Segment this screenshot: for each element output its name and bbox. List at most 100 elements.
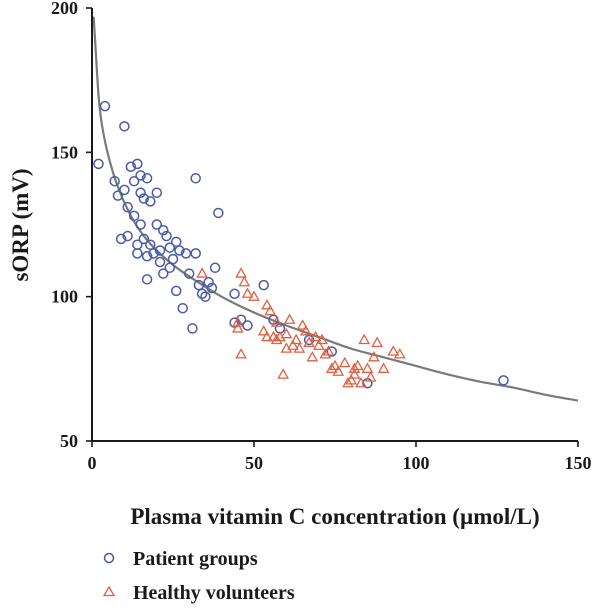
patient-data-point [209, 262, 221, 274]
patient-data-point [177, 302, 188, 314]
patient-data-point [128, 175, 140, 187]
patient-data-point [109, 175, 120, 187]
healthy-data-point [387, 345, 400, 356]
patient-data-point [115, 233, 127, 245]
healthy-data-point [338, 356, 351, 368]
patient-data-point [242, 320, 253, 331]
data-points-layer [93, 100, 509, 389]
healthy-data-point [325, 362, 338, 373]
legend-healthy-marker [102, 585, 116, 597]
legend-healthy-label: Healthy volunteers [133, 582, 295, 604]
healthy-data-point [332, 365, 345, 376]
patient-data-point [138, 193, 150, 204]
patient-data-point [170, 236, 182, 248]
y-tick-label: 100 [51, 287, 78, 307]
healthy-data-point [283, 313, 296, 324]
healthy-data-point [270, 333, 283, 345]
patient-data-point [183, 268, 195, 279]
healthy-data-point [319, 348, 332, 359]
patient-data-point [141, 173, 153, 184]
patient-data-point [158, 225, 169, 236]
patient-data-point [167, 253, 179, 265]
healthy-data-point [355, 376, 367, 388]
healthy-data-point [238, 275, 251, 287]
patient-data-point [158, 268, 169, 279]
patient-data-point [213, 207, 224, 219]
patient-data-point [141, 251, 153, 262]
healthy-data-point [270, 316, 283, 327]
patient-data-point [119, 121, 130, 132]
healthy-data-point [393, 348, 406, 359]
healthy-data-point [322, 345, 335, 356]
legend-patient-label: Patient groups [133, 548, 258, 570]
healthy-data-point [264, 304, 277, 316]
healthy-data-point [248, 290, 260, 301]
healthy-data-point [345, 374, 358, 385]
healthy-data-point [231, 316, 244, 327]
patient-data-point [112, 190, 124, 201]
healthy-data-point [296, 319, 309, 330]
healthy-data-point [348, 362, 361, 373]
healthy-data-point [299, 324, 312, 336]
patient-data-point [196, 288, 208, 300]
healthy-data-point [280, 327, 293, 339]
patient-data-point [154, 245, 166, 256]
healthy-data-point [348, 368, 361, 379]
patient-data-point [122, 201, 133, 213]
healthy-data-point [361, 362, 374, 373]
healthy-data-point [290, 333, 302, 345]
patient-data-point [145, 196, 156, 207]
healthy-data-point [358, 333, 371, 345]
healthy-data-point [261, 298, 273, 310]
ticks-layer: 0 50 100 150 50 100 150 200 [51, 0, 592, 473]
patient-data-point [170, 285, 182, 297]
healthy-data-point [306, 350, 319, 362]
patient-data-point [151, 187, 163, 198]
patient-data-point [141, 274, 153, 285]
healthy-data-point [287, 339, 299, 350]
patient-data-point [190, 173, 201, 184]
patient-data-point [258, 279, 269, 291]
legend: Patient groups Healthy volunteers [102, 548, 295, 604]
healthy-data-point [312, 339, 325, 350]
healthy-data-point [280, 342, 293, 353]
healthy-data-point [329, 359, 341, 371]
healthy-data-point [371, 336, 383, 348]
fit-curve [92, 16, 579, 402]
y-tick-label: 150 [51, 142, 78, 162]
y-tick-label: 50 [60, 431, 78, 451]
healthy-data-point [257, 324, 270, 336]
patient-data-point [326, 346, 338, 357]
axes-layer [91, 8, 578, 442]
patient-data-point [128, 210, 140, 222]
patient-data-point [99, 100, 111, 112]
healthy-data-point [309, 330, 322, 342]
x-tick-label: 0 [88, 453, 97, 473]
healthy-data-point [235, 267, 247, 278]
patient-data-point [148, 248, 159, 259]
fit-curve-layer [92, 16, 579, 402]
patient-data-point [187, 323, 198, 334]
patient-data-point [498, 375, 509, 386]
x-axis-title: Plasma vitamin C concentration (µmol/L) [130, 504, 539, 529]
patient-data-point [154, 256, 166, 268]
patient-data-point [132, 158, 143, 170]
healthy-data-point [303, 336, 315, 348]
healthy-data-point [231, 322, 244, 333]
patient-data-point [200, 291, 211, 302]
patient-data-point [161, 230, 172, 242]
patient-data-point [164, 242, 176, 253]
healthy-data-point [377, 362, 390, 373]
legend-patient-marker [103, 552, 115, 564]
healthy-data-point [293, 342, 306, 353]
healthy-data-point [368, 350, 380, 362]
healthy-data-point [364, 371, 377, 382]
healthy-data-point [261, 330, 273, 342]
healthy-data-point [342, 376, 354, 388]
patient-data-point [119, 184, 130, 196]
patient-data-point [125, 161, 137, 173]
x-tick-label: 100 [403, 453, 430, 473]
patient-data-point [151, 219, 163, 230]
patient-data-point [93, 158, 104, 170]
